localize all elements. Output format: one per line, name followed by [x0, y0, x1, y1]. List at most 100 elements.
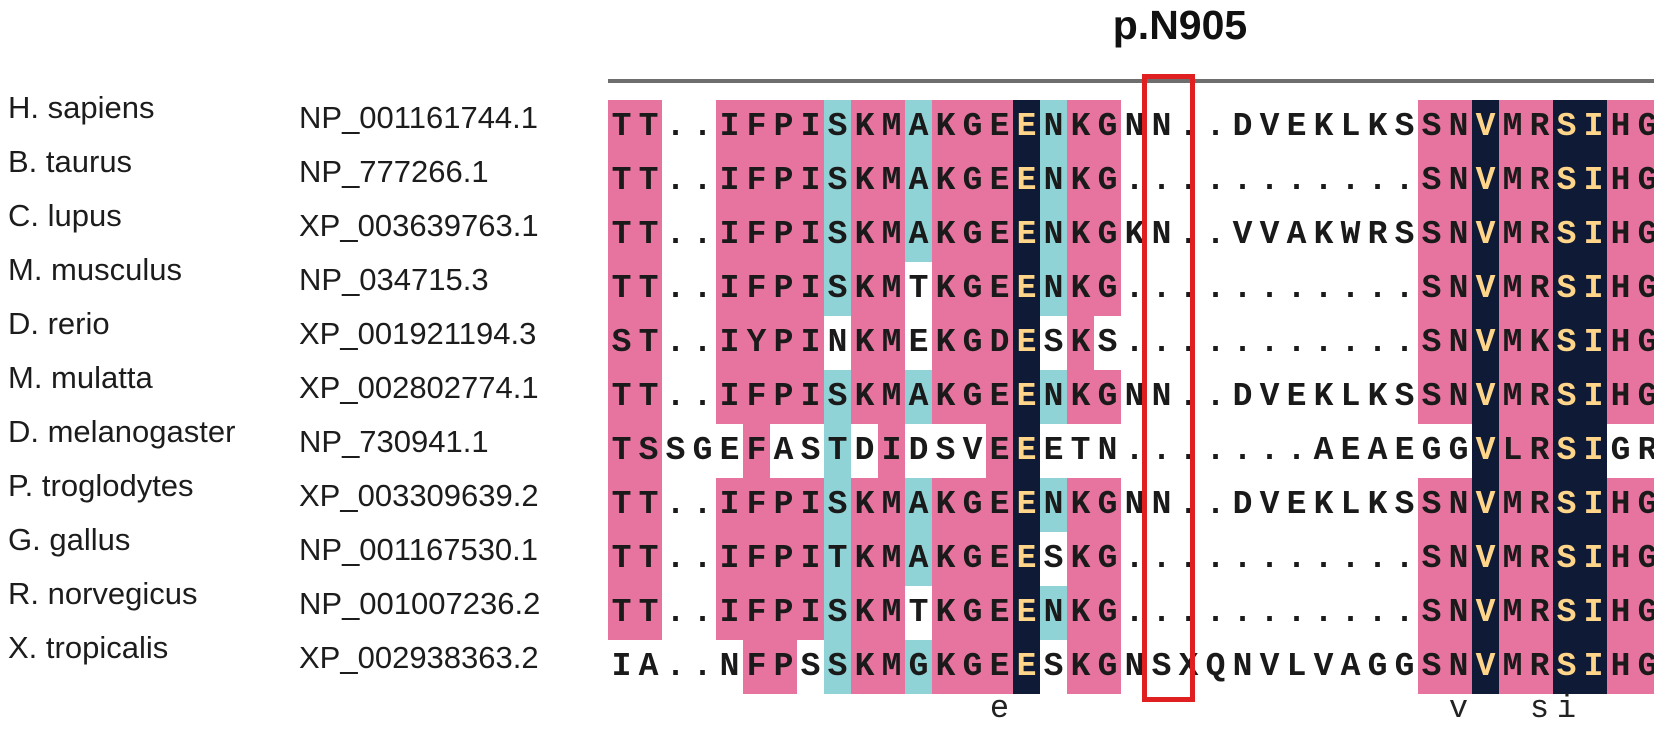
- residue: M: [881, 648, 902, 685]
- residue: G: [1637, 270, 1654, 307]
- residue-shade: [1499, 532, 1526, 586]
- residue-shade: [1013, 424, 1040, 478]
- residue: S: [611, 324, 632, 361]
- residue-shade: [1472, 262, 1499, 316]
- residue-shade: [1067, 100, 1094, 154]
- residue: S: [1097, 324, 1118, 361]
- residue-shade: [716, 208, 743, 262]
- residue: .: [1367, 594, 1388, 631]
- residue: E: [989, 594, 1010, 631]
- residue: H: [1610, 486, 1631, 523]
- residue: S: [827, 594, 848, 631]
- residue: D: [1232, 108, 1253, 145]
- residue-shade: [1040, 208, 1067, 262]
- residue-shade: [1094, 100, 1121, 154]
- residue: I: [1583, 648, 1604, 685]
- residue: K: [935, 216, 956, 253]
- residue: V: [1259, 378, 1280, 415]
- residue-shade: [1418, 154, 1445, 208]
- residue-shade: [743, 316, 770, 370]
- residue: .: [1232, 162, 1253, 199]
- residue: V: [1259, 486, 1280, 523]
- residue-shade: [851, 316, 878, 370]
- residue-shade: [1013, 262, 1040, 316]
- residue: .: [1394, 270, 1415, 307]
- residue: S: [1043, 648, 1064, 685]
- residue: .: [1394, 324, 1415, 361]
- residue: R: [1529, 270, 1550, 307]
- residue: P: [773, 486, 794, 523]
- residue: K: [1070, 648, 1091, 685]
- residue-shade: [1499, 478, 1526, 532]
- residue: S: [800, 432, 821, 469]
- residue-shade: [743, 640, 770, 694]
- residue: M: [881, 270, 902, 307]
- residue: K: [1313, 108, 1334, 145]
- residue-shade: [878, 370, 905, 424]
- residue: T: [611, 540, 632, 577]
- residue: H: [1610, 270, 1631, 307]
- residue: K: [935, 270, 956, 307]
- residue-shade: [1580, 316, 1607, 370]
- residue-shade: [1634, 370, 1654, 424]
- residue-shade: [1013, 532, 1040, 586]
- residue: I: [719, 540, 740, 577]
- residue: M: [1502, 648, 1523, 685]
- residue: K: [1070, 216, 1091, 253]
- residue: .: [1313, 594, 1334, 631]
- residue-shade: [878, 478, 905, 532]
- residue: I: [800, 378, 821, 415]
- residue: S: [1421, 540, 1442, 577]
- residue: G: [1610, 432, 1631, 469]
- residue: .: [692, 216, 713, 253]
- residue-shade: [851, 370, 878, 424]
- residue: N: [827, 324, 848, 361]
- residue: G: [1637, 324, 1654, 361]
- species-name: G. gallus: [8, 522, 131, 557]
- residue-shade: [770, 640, 797, 694]
- residue: N: [1124, 378, 1145, 415]
- residue: S: [827, 162, 848, 199]
- residue-shade: [959, 640, 986, 694]
- residue: R: [1367, 216, 1388, 253]
- residue: N: [1448, 540, 1469, 577]
- residue-shade: [824, 262, 851, 316]
- residue: S: [1043, 324, 1064, 361]
- residue: I: [800, 540, 821, 577]
- accession-id: NP_730941.1: [299, 424, 489, 459]
- residue: .: [1367, 540, 1388, 577]
- residue-shade: [959, 532, 986, 586]
- residue: E: [989, 216, 1010, 253]
- residue: T: [638, 270, 659, 307]
- residue: .: [1259, 540, 1280, 577]
- residue-shade: [1472, 100, 1499, 154]
- residue-shade: [743, 154, 770, 208]
- residue: .: [1205, 540, 1226, 577]
- residue: T: [1070, 432, 1091, 469]
- residue: G: [1097, 486, 1118, 523]
- residue-shade: [1013, 100, 1040, 154]
- residue: I: [719, 486, 740, 523]
- residue-shade: [1445, 262, 1472, 316]
- residue-shade: [1526, 316, 1553, 370]
- residue-shade: [932, 154, 959, 208]
- residue: K: [935, 324, 956, 361]
- residue-shade: [959, 262, 986, 316]
- residue-shade: [1445, 154, 1472, 208]
- residue: S: [1043, 540, 1064, 577]
- residue: G: [1367, 648, 1388, 685]
- residue: V: [1475, 108, 1496, 145]
- residue: G: [1097, 648, 1118, 685]
- residue: S: [827, 216, 848, 253]
- residue: E: [1016, 108, 1037, 145]
- residue: .: [665, 540, 686, 577]
- residue-shade: [1418, 586, 1445, 640]
- residue-shade: [1499, 586, 1526, 640]
- residue: E: [1286, 378, 1307, 415]
- residue-shade: [716, 532, 743, 586]
- residue: S: [827, 486, 848, 523]
- residue: .: [1124, 324, 1145, 361]
- residue: I: [800, 324, 821, 361]
- residue: N: [1448, 162, 1469, 199]
- residue: I: [1583, 216, 1604, 253]
